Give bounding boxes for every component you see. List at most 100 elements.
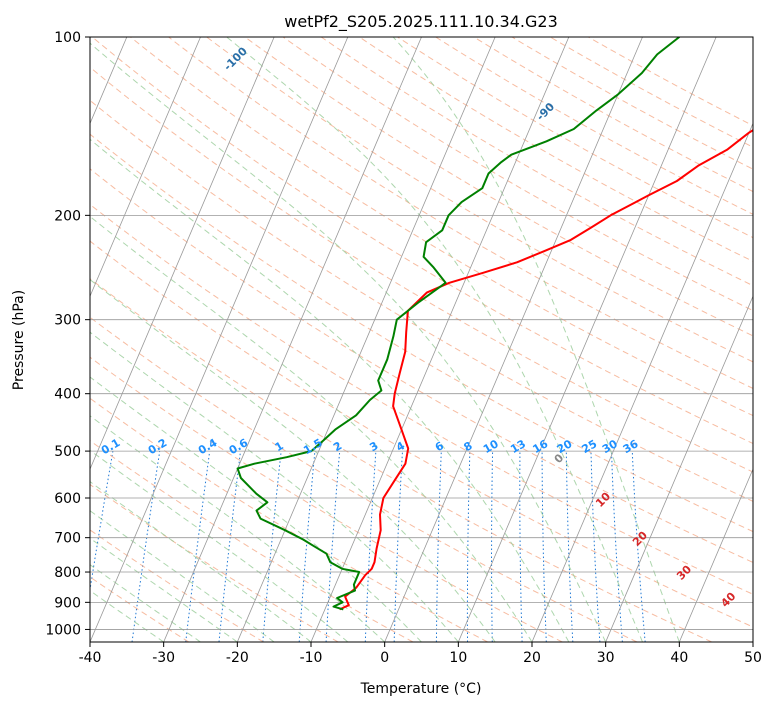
moist-adiabat: [90, 138, 570, 642]
data-lines: [236, 37, 753, 611]
moist-adiabat: [90, 331, 459, 642]
dry-adiabat: [90, 133, 753, 533]
dry-adiabat: [90, 483, 339, 642]
mixing-ratio-label: 3: [367, 439, 380, 454]
moist-adiabat: [90, 564, 201, 642]
moist-adiabat: [90, 449, 349, 642]
y-tick-label: 800: [54, 565, 81, 581]
x-tick-label: -10: [300, 650, 323, 666]
mixing-ratio-line: [298, 451, 316, 642]
chart-title: wetPf2_S205.2025.111.10.34.G23: [284, 12, 558, 32]
mixing-ratio-line: [218, 451, 241, 642]
dry-adiabat: [90, 66, 753, 473]
mixing-ratio-line: [565, 451, 574, 642]
mixing-ratio-label: 10: [481, 437, 501, 456]
mixing-ratio-label: 1.5: [301, 436, 324, 457]
mixing-ratio-label: 6: [433, 439, 446, 454]
y-axis-label: Pressure (hPa): [11, 290, 27, 390]
temperature-profile-line: [339, 129, 753, 611]
dry-adiabat-label: 40: [718, 590, 738, 610]
dry-adiabat: [90, 316, 638, 642]
dry-adiabat-label: 10: [593, 490, 613, 510]
y-tick-label: 100: [54, 30, 81, 46]
dry-adiabat: [90, 397, 488, 642]
dry-adiabat: [90, 203, 753, 595]
dry-adiabat: [206, 37, 753, 363]
y-tick-label: 300: [54, 313, 81, 329]
moist-adiabat: [90, 537, 238, 642]
annotation-labels: 0.1 0.2 0.4 0.6 1 1.5 2 3 4 6 8 10 13 16 20 25 30 36-100-…: [99, 44, 739, 610]
x-axis-label: Temperature (°C): [360, 681, 482, 697]
x-axis: -40 -30 -20 -10 0 10 20 30 40 50: [79, 642, 762, 666]
x-tick-label: 0: [380, 650, 389, 666]
x-tick-label: 40: [670, 650, 688, 666]
y-tick-label: 600: [54, 491, 81, 507]
isotherm: [90, 37, 201, 298]
x-tick-label: -20: [226, 650, 249, 666]
isotherm: [457, 37, 717, 642]
isotherm: [384, 37, 643, 642]
moist-adiabat: [90, 42, 607, 642]
mixing-ratio-line: [519, 451, 523, 642]
y-tick-label: 1000: [45, 622, 81, 638]
moist-adiabat: [226, 37, 643, 642]
mixing-ratio-line: [185, 451, 211, 642]
isotherm: [752, 640, 753, 642]
mixing-ratio-label: 8: [461, 439, 474, 454]
dry-adiabat: [588, 37, 753, 127]
dry-adiabat: [511, 37, 753, 170]
moist-adiabat: [90, 415, 386, 642]
mixing-ratio-label: 0.4: [196, 436, 220, 457]
isotherm: [605, 295, 753, 642]
dry-adiabat: [90, 278, 712, 642]
mixing-ratio-line: [435, 451, 442, 642]
mixing-ratio-line: [631, 451, 646, 642]
x-tick-label: 20: [523, 650, 541, 666]
y-tick-label: 400: [54, 387, 81, 403]
y-tick-label: 500: [54, 444, 81, 460]
isotherm: [531, 122, 753, 642]
x-tick-label: -40: [79, 650, 102, 666]
mixing-ratio-label: 30: [600, 437, 620, 456]
y-tick-label: 900: [54, 595, 81, 611]
dewpoint-profile-line: [236, 37, 680, 611]
dry-adiabat: [90, 440, 414, 642]
mixing-ratio-label: 1: [273, 439, 286, 454]
isotherm: [90, 37, 275, 471]
mixing-ratio-label: 16: [530, 437, 550, 456]
mixing-ratio-label: 36: [621, 437, 641, 456]
dry-adiabat: [244, 37, 753, 337]
moist-adiabat: [392, 37, 680, 642]
mixing-ratio-label: 0.6: [227, 436, 251, 457]
dry-adiabat: [435, 37, 753, 215]
isotherm: [236, 37, 496, 642]
mixing-ratio-label: 25: [579, 437, 599, 456]
dry-adiabat: [90, 356, 563, 642]
moist-adiabat: [90, 215, 533, 642]
y-axis: 100 200 300 400 500 600 700 800 900 1000: [45, 30, 90, 638]
mixing-ratio-line: [262, 451, 282, 642]
mixing-ratio-label: 13: [508, 437, 528, 456]
dry-adiabat: [90, 576, 190, 642]
dry-adiabat-label: 30: [674, 562, 694, 582]
dry-adiabat: [90, 529, 264, 642]
x-tick-label: -30: [152, 650, 175, 666]
y-tick-label: 200: [54, 208, 81, 224]
dewpoint-scale-label: -100: [221, 44, 250, 73]
dry-adiabat: [549, 37, 753, 148]
dry-adiabat: [91, 37, 753, 445]
isotherm: [163, 37, 422, 642]
x-tick-label: 30: [597, 650, 615, 666]
mixing-ratio-label: 0.2: [146, 436, 169, 457]
x-tick-label: 10: [449, 650, 467, 666]
moist-adiabat: [90, 376, 422, 642]
isotherm: [310, 37, 570, 642]
plot-frame: [89, 36, 754, 643]
dry-adiabat: [168, 37, 753, 389]
mixing-ratio-line: [491, 451, 494, 642]
dry-adiabat: [282, 37, 753, 312]
moist-adiabat: [90, 481, 312, 642]
dry-adiabat: [130, 37, 753, 417]
dry-adiabat-label: 20: [630, 529, 650, 549]
mixing-ratio-label: 2: [331, 439, 344, 454]
